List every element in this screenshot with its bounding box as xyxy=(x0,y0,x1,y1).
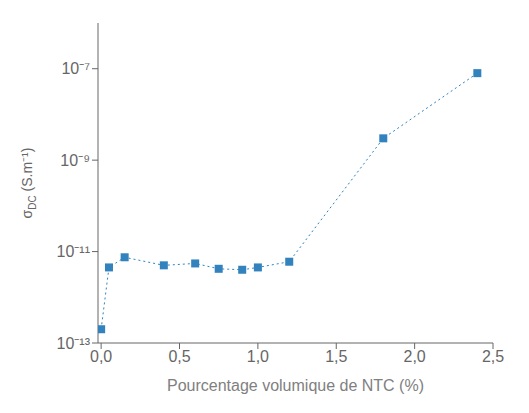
svg-text:0,5: 0,5 xyxy=(168,348,190,365)
svg-text:1,0: 1,0 xyxy=(247,348,269,365)
svg-text:10⁻⁹: 10⁻⁹ xyxy=(60,152,90,169)
svg-text:σDC (S.m⁻¹): σDC (S.m⁻¹) xyxy=(19,148,38,219)
svg-text:0,0: 0,0 xyxy=(90,348,112,365)
svg-text:10⁻⁷: 10⁻⁷ xyxy=(61,60,90,77)
svg-text:10⁻¹¹: 10⁻¹¹ xyxy=(57,243,90,260)
svg-text:2,0: 2,0 xyxy=(404,348,426,365)
svg-text:Pourcentage volumique de NTC (: Pourcentage volumique de NTC (%) xyxy=(167,377,424,394)
svg-text:1,5: 1,5 xyxy=(325,348,347,365)
svg-text:2,5: 2,5 xyxy=(482,348,504,365)
svg-text:10⁻¹³: 10⁻¹³ xyxy=(57,335,91,352)
